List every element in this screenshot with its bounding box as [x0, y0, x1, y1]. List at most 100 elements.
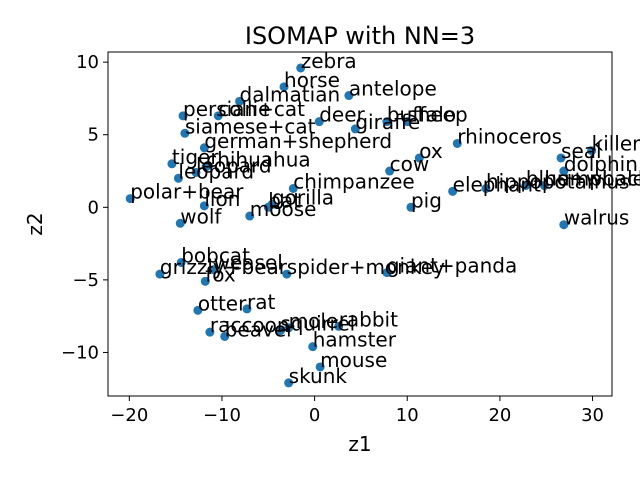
data-point [284, 378, 294, 388]
x-tick-label: 20 [488, 405, 511, 426]
data-point [175, 218, 185, 228]
point-label: giraffe [355, 110, 420, 134]
data-point [267, 199, 277, 209]
x-tick-label: 30 [581, 405, 604, 426]
x-tick-label: 10 [396, 405, 419, 426]
point-label: dolphin [564, 152, 638, 176]
point-label: grizzly+bear [160, 255, 288, 279]
point-label: weasel [214, 251, 283, 275]
point-label: seal [561, 139, 602, 163]
data-point [559, 166, 569, 176]
data-point [201, 162, 211, 172]
point-label: humpback+whale [544, 167, 640, 191]
x-tick-label: −10 [203, 405, 241, 426]
data-point [382, 117, 392, 127]
point-label: fox [205, 262, 236, 286]
data-point [173, 173, 183, 183]
point-label: zebra [301, 49, 357, 73]
data-point [176, 257, 186, 267]
data-point [559, 220, 569, 230]
data-point [220, 331, 230, 341]
data-point [556, 153, 566, 163]
ticks-layer: −20 −10 0 10 20 30 −10 −5 0 5 10 [61, 52, 604, 426]
data-point [199, 201, 209, 211]
data-point [481, 183, 491, 193]
data-point [382, 268, 392, 278]
data-point [178, 111, 188, 121]
data-point [315, 362, 325, 372]
point-label: leopard [178, 159, 254, 183]
point-label: deer [319, 103, 365, 127]
data-point [539, 181, 549, 191]
data-point [275, 326, 285, 336]
data-point [288, 183, 298, 193]
data-point [213, 111, 223, 121]
point-label: chimpanzee [293, 169, 414, 193]
data-point [385, 166, 395, 176]
point-label: chihuahua [206, 148, 310, 172]
point-label: antelope [349, 77, 437, 101]
point-label: hamster [313, 328, 397, 352]
point-label: siamese+cat [185, 114, 316, 138]
data-point [334, 321, 344, 331]
point-label: pig [411, 188, 442, 212]
point-label: raccoon [210, 313, 290, 337]
point-label: leopard [196, 153, 272, 177]
data-point [125, 194, 135, 204]
x-tick-label: 0 [309, 405, 320, 426]
data-point [242, 304, 252, 314]
point-label: dalmatian [240, 82, 341, 106]
data-point [245, 211, 255, 221]
point-label: persian+cat [183, 97, 305, 121]
data-point [344, 91, 354, 101]
data-point [406, 202, 416, 212]
point-label: elephant [453, 172, 541, 196]
point-label: rat [247, 290, 275, 314]
point-label: german+shepherd [204, 129, 392, 153]
plot-frame [107, 51, 613, 397]
point-label: rabbit [339, 307, 398, 331]
data-point [155, 269, 165, 279]
point-label: tiger [172, 145, 219, 169]
data-point [284, 323, 294, 333]
point-label: polar+bear [130, 180, 244, 204]
point-label: bat [268, 188, 301, 212]
y-tick-label: −10 [61, 342, 99, 363]
point-label: bobcat [181, 243, 250, 267]
point-label: rhinoceros [457, 124, 562, 148]
data-point [350, 124, 360, 134]
points-layer [125, 63, 597, 388]
point-label: giant+panda [387, 254, 517, 278]
point-label: mole [289, 309, 339, 333]
point-label: skunk [289, 364, 348, 388]
data-point [235, 96, 245, 106]
data-point [193, 305, 203, 315]
data-point [191, 167, 201, 177]
point-label: squirrel [280, 312, 355, 336]
point-label: beaver [225, 317, 295, 341]
point-label: sheep [407, 103, 467, 127]
point-label: lion [204, 187, 240, 211]
x-axis-label: z1 [348, 432, 371, 456]
point-label: blue+whale [526, 167, 640, 191]
point-label: hippopotamus [486, 169, 629, 193]
y-axis-label: z2 [23, 212, 47, 235]
point-label: collie [218, 97, 270, 121]
y-tick-label: −5 [72, 270, 99, 291]
data-point [448, 186, 458, 196]
data-point [308, 342, 318, 352]
data-point [282, 269, 292, 279]
data-point [200, 276, 210, 286]
y-tick-label: 0 [88, 197, 99, 218]
point-label: mouse [320, 348, 387, 372]
point-label: otter [198, 291, 247, 315]
point-label: killer+whale [592, 132, 640, 156]
data-point [402, 117, 412, 127]
y-tick-label: 10 [76, 52, 99, 73]
data-point [209, 265, 219, 275]
data-point [199, 143, 209, 153]
data-point [521, 181, 531, 191]
